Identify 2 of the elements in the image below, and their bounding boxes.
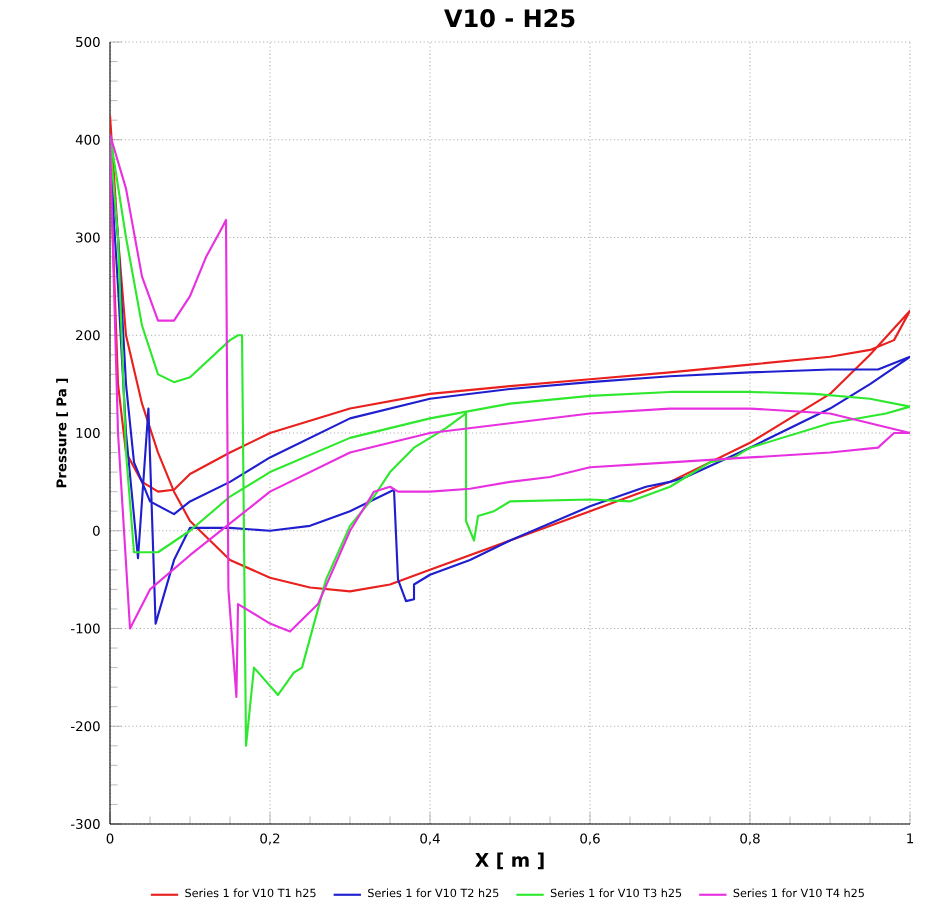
chart-title: V10 - H25: [444, 9, 575, 28]
x-axis-title: X [ m ]: [475, 852, 544, 870]
